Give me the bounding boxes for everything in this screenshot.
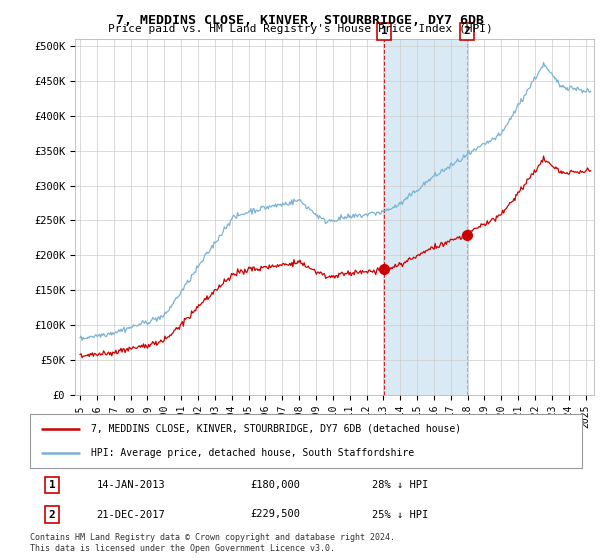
FancyBboxPatch shape	[30, 414, 582, 468]
Text: Price paid vs. HM Land Registry's House Price Index (HPI): Price paid vs. HM Land Registry's House …	[107, 24, 493, 34]
Bar	[384, 39, 467, 395]
Text: HPI: Average price, detached house, South Staffordshire: HPI: Average price, detached house, Sout…	[91, 448, 414, 458]
Text: 14-JAN-2013: 14-JAN-2013	[96, 480, 165, 490]
Text: 2: 2	[464, 26, 470, 36]
Text: £229,500: £229,500	[251, 510, 301, 520]
Text: 2: 2	[49, 510, 55, 520]
Text: 1: 1	[49, 480, 55, 490]
Text: £180,000: £180,000	[251, 480, 301, 490]
Text: 21-DEC-2017: 21-DEC-2017	[96, 510, 165, 520]
Text: 25% ↓ HPI: 25% ↓ HPI	[372, 510, 428, 520]
Text: 7, MEDDINS CLOSE, KINVER, STOURBRIDGE, DY7 6DB (detached house): 7, MEDDINS CLOSE, KINVER, STOURBRIDGE, D…	[91, 424, 461, 434]
Text: 7, MEDDINS CLOSE, KINVER, STOURBRIDGE, DY7 6DB: 7, MEDDINS CLOSE, KINVER, STOURBRIDGE, D…	[116, 14, 484, 27]
Text: 1: 1	[380, 26, 388, 36]
Text: 28% ↓ HPI: 28% ↓ HPI	[372, 480, 428, 490]
Text: Contains HM Land Registry data © Crown copyright and database right 2024.
This d: Contains HM Land Registry data © Crown c…	[30, 533, 395, 553]
